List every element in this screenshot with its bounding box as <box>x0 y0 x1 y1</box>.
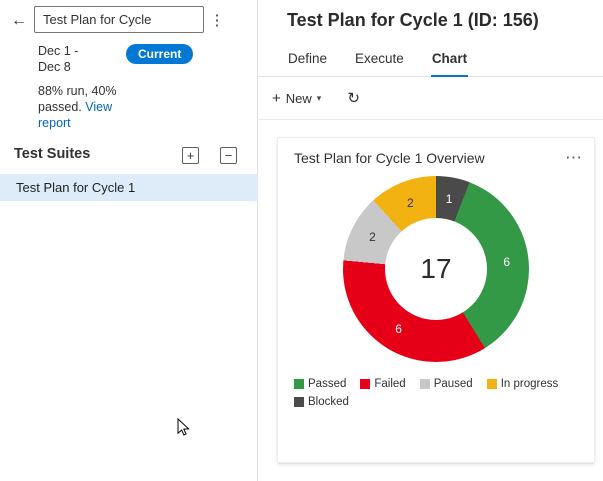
legend-label: Paused <box>433 378 473 390</box>
kebab-menu-icon: ⋮ <box>209 12 225 29</box>
run-stats: 88% run, 40% passed. View report <box>38 83 146 131</box>
expand-all-icon[interactable]: + <box>182 147 199 164</box>
collapse-all-icon[interactable]: − <box>220 147 237 164</box>
card-title: Test Plan for Cycle 1 Overview <box>294 150 485 166</box>
donut-segment-label: 6 <box>395 322 402 337</box>
current-badge: Current <box>126 44 194 64</box>
new-button[interactable]: + New ▾ <box>272 90 321 107</box>
legend-swatch <box>294 379 304 389</box>
legend-swatch <box>419 379 430 389</box>
back-button[interactable]: ← <box>6 8 32 34</box>
donut-chart-area: 17 6 6 2 2 1 <box>343 176 529 362</box>
plus-icon: + <box>272 89 281 107</box>
chart-legend: Passed Failed Paused In progress Blocked <box>294 378 594 408</box>
chevron-down-icon: ▾ <box>316 92 322 103</box>
legend-label: Blocked <box>308 396 349 408</box>
legend-item: Paused <box>419 378 473 390</box>
suites-header: Test Suites <box>14 146 91 162</box>
page-title: Test Plan for Cycle 1 (ID: 156) <box>287 10 539 30</box>
left-panel: ← Test Plan for Cycle ⋮ Dec 1 - Dec 8 Cu… <box>0 0 258 481</box>
legend-swatch <box>360 379 371 389</box>
donut-segment-label: 1 <box>445 192 453 207</box>
legend-item: Blocked <box>294 396 349 408</box>
chart-card: Test Plan for Cycle 1 Overview ⋯ 17 6 6 2 2… <box>277 137 595 463</box>
plan-title: Test Plan for Cycle <box>43 12 152 27</box>
donut-center: 17 <box>385 218 487 320</box>
legend-item: Failed <box>360 378 406 390</box>
stats-text: 88% run, 40% passed. <box>38 84 117 114</box>
legend-label: Failed <box>374 378 406 390</box>
legend-label: Passed <box>308 378 347 390</box>
donut-segment-label: 6 <box>503 255 511 270</box>
donut-segment-label: 2 <box>407 195 414 210</box>
legend-swatch <box>294 397 304 407</box>
legend-label: In progress <box>500 378 559 390</box>
card-header: Test Plan for Cycle 1 Overview ⋯ <box>278 138 594 166</box>
tab-bar: Define Execute Chart <box>258 47 603 77</box>
view-report-link[interactable]: View report <box>38 100 113 130</box>
suite-item-label: Test Plan for Cycle 1 <box>16 180 136 195</box>
legend-item: In progress <box>486 378 559 390</box>
refresh-icon: ↻ <box>347 90 360 107</box>
legend-swatch <box>486 379 497 389</box>
main-panel: Test Plan for Cycle 1 (ID: 156) Define E… <box>258 0 603 481</box>
toolbar: + New ▾ ↻ <box>258 77 603 120</box>
tab-chart[interactable]: Chart <box>430 47 469 77</box>
more-options-button[interactable]: ⋮ <box>206 9 228 31</box>
new-button-label: New <box>285 90 312 106</box>
date-line-1: Dec 1 - <box>38 44 79 58</box>
donut-segment-label: 2 <box>369 230 376 245</box>
refresh-button[interactable]: ↻ <box>347 89 360 107</box>
date-range: Dec 1 - Dec 8 <box>38 43 78 75</box>
card-more-button[interactable]: ⋯ <box>565 148 582 167</box>
tab-execute[interactable]: Execute <box>355 51 404 66</box>
tab-define[interactable]: Define <box>288 51 328 66</box>
legend-item: Passed <box>294 378 346 390</box>
donut-total: 17 <box>420 253 452 284</box>
suite-item[interactable]: Test Plan for Cycle 1 <box>0 174 258 201</box>
back-arrow-icon: ← <box>11 12 27 29</box>
date-line-2: Dec 8 <box>38 60 71 74</box>
plan-title-box[interactable]: Test Plan for Cycle <box>34 6 204 33</box>
